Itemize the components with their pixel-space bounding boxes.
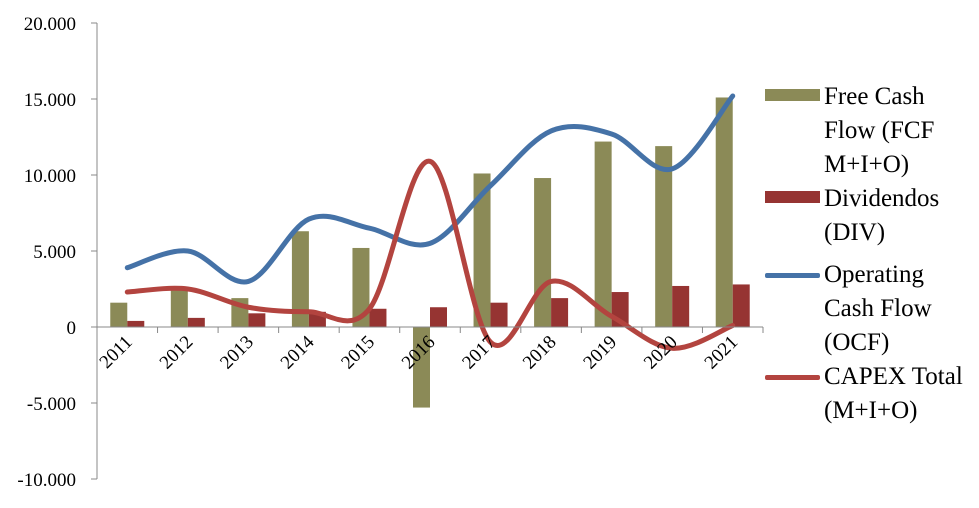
- bar-fcf: [594, 141, 612, 327]
- lines-layer: [124, 93, 736, 351]
- x-tick-label: 2011: [96, 332, 137, 373]
- x-tick-label: 2015: [337, 332, 379, 374]
- x-tick-label: 2014: [277, 331, 319, 373]
- bar-fcf: [110, 302, 128, 327]
- y-tick-label: 15.000: [24, 90, 76, 111]
- bar-fcf: [715, 97, 733, 327]
- bar-fcf: [655, 146, 673, 327]
- x-tick-label: 2019: [579, 332, 621, 374]
- legend-item-div: Dividendos (DIV): [765, 182, 979, 250]
- bar-div: [369, 308, 387, 327]
- legend-label-div: Dividendos (DIV): [824, 185, 940, 246]
- legend-swatch-capex: [765, 375, 820, 380]
- y-tick-label: -5.000: [27, 394, 76, 415]
- bar-div: [127, 320, 145, 327]
- legend-label-capex: CAPEX Total (M+I+O): [824, 363, 963, 424]
- bars-layer: [110, 97, 750, 408]
- y-tick-label: 5.000: [33, 242, 76, 263]
- bar-div: [430, 307, 447, 327]
- line-ocf: [124, 93, 736, 285]
- legend-swatch-div: [765, 191, 820, 203]
- y-tick-label: 10.000: [24, 166, 76, 187]
- legend-item-fcf: Free Cash Flow (FCF M+I+O): [765, 80, 979, 182]
- bar-fcf: [473, 173, 491, 327]
- y-tick-label: 0: [67, 318, 77, 339]
- bar-fcf: [170, 287, 188, 327]
- bar-fcf: [413, 327, 430, 408]
- y-tick-label: 20.000: [24, 14, 76, 35]
- x-tick-label: 2013: [216, 332, 258, 374]
- legend-item-ocf: Operating Cash Flow (OCF): [765, 258, 979, 360]
- legend-item-capex: CAPEX Total (M+I+O): [765, 360, 979, 428]
- bar-fcf: [534, 178, 552, 327]
- bar-fcf: [291, 231, 309, 327]
- bar-div: [490, 302, 508, 327]
- legend-swatch-fcf: [765, 89, 820, 101]
- legend-label-fcf: Free Cash Flow (FCF M+I+O): [824, 83, 935, 178]
- x-tick-label: 2018: [519, 332, 561, 374]
- bar-div: [248, 313, 266, 327]
- legend: Free Cash Flow (FCF M+I+O) Dividendos (D…: [765, 80, 979, 428]
- bar-div: [672, 285, 690, 327]
- bar-div: [187, 317, 205, 327]
- bar-fcf: [352, 247, 370, 327]
- y-tick-label: -10.000: [17, 470, 76, 491]
- x-tick-label: 2017: [458, 332, 500, 374]
- legend-swatch-ocf: [765, 273, 820, 278]
- legend-label-ocf: Operating Cash Flow (OCF): [824, 261, 932, 356]
- x-tick-label: 2012: [156, 332, 198, 374]
- line-capex: [124, 158, 736, 351]
- x-tick-label: 2016: [398, 332, 440, 374]
- bar-div: [732, 284, 750, 327]
- bar-div: [551, 298, 569, 327]
